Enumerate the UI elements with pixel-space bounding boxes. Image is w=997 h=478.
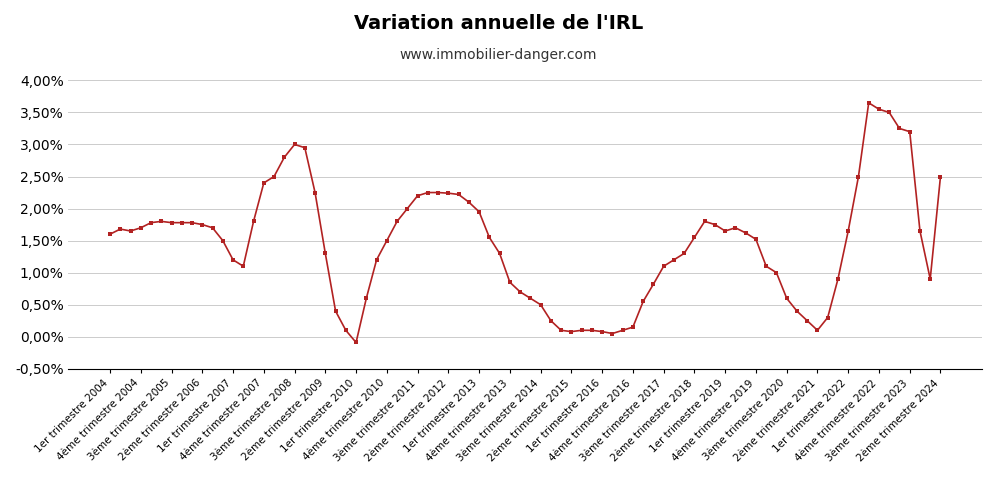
Text: www.immobilier-danger.com: www.immobilier-danger.com [400,48,597,62]
Text: Variation annuelle de l'IRL: Variation annuelle de l'IRL [354,14,643,33]
